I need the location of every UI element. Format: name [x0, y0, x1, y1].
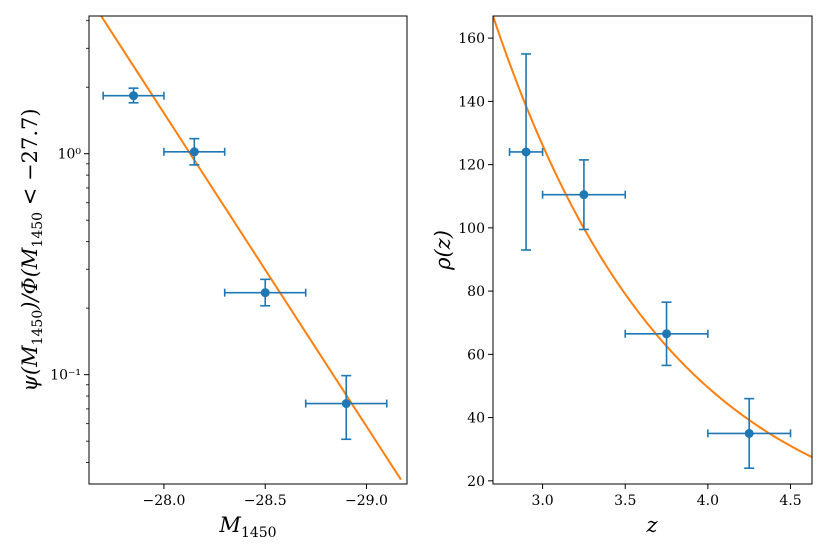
right-data-point — [579, 190, 589, 200]
left-data-point — [260, 288, 270, 298]
left-y-tick-label: 10⁰ — [58, 147, 82, 163]
right-data-point — [521, 147, 531, 157]
left-x-tick-label: −28.5 — [244, 493, 287, 509]
left-fit-line-group — [100, 16, 402, 481]
left-data-point — [189, 147, 199, 157]
right-x-tick-label: 3.0 — [531, 493, 553, 509]
left-points-group — [102, 87, 388, 441]
left-axes-frame — [88, 15, 408, 485]
right-y-tick-label: 20 — [467, 474, 485, 490]
left-x-tick-label: −28.0 — [142, 493, 185, 509]
right-ticks-group: 3.0 3.5 4.0 4.5 20 40 60 80 100 120 140 160 — [458, 31, 801, 509]
left-y-tick-label: 10⁻¹ — [50, 368, 81, 384]
right-points-group — [508, 53, 792, 469]
right-y-tick-label: 40 — [467, 411, 485, 427]
right-y-axis-label: ρ(z) — [431, 230, 455, 271]
left-x-tick-label: −29.0 — [345, 493, 388, 509]
right-fit-curve — [493, 16, 812, 459]
right-data-point — [662, 329, 672, 339]
right-y-tick-label: 60 — [467, 347, 485, 363]
right-y-tick-label: 100 — [458, 221, 485, 237]
left-data-point — [341, 399, 351, 409]
right-y-tick-label: 160 — [458, 31, 485, 47]
left-fit-line — [100, 16, 402, 481]
right-x-tick-label: 4.5 — [779, 493, 801, 509]
right-data-point — [744, 428, 754, 438]
left-panel: −28.0 −28.5 −29.0 10⁰ 10⁻¹ M1450 ψ(M1450)/Φ(… — [18, 15, 408, 541]
right-axes-frame — [492, 15, 813, 485]
right-panel: 3.0 3.5 4.0 4.5 20 40 60 80 100 120 140 160 z ρ(z) — [431, 15, 813, 537]
right-x-tick-label: 3.5 — [614, 493, 636, 509]
left-x-axis-label: M1450 — [218, 513, 276, 541]
left-data-point — [129, 91, 139, 101]
right-fit-curve-group — [493, 16, 812, 459]
right-x-tick-label: 4.0 — [697, 493, 719, 509]
left-ticks-group: −28.0 −28.5 −29.0 10⁰ 10⁻¹ — [50, 20, 388, 509]
right-y-tick-label: 120 — [458, 158, 485, 174]
left-y-axis-label: ψ(M1450)/Φ(M1450 < −27.7) — [18, 108, 46, 391]
right-x-axis-label: z — [645, 513, 658, 537]
right-y-tick-label: 140 — [458, 94, 485, 110]
right-y-tick-label: 80 — [467, 284, 485, 300]
